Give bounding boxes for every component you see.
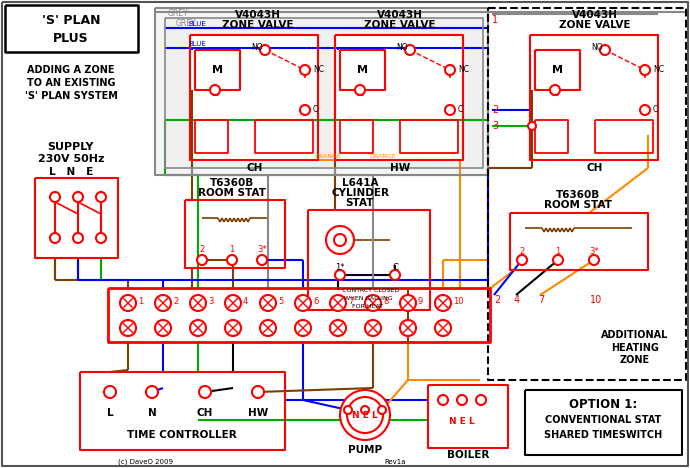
Text: 2: 2 xyxy=(173,298,178,307)
Circle shape xyxy=(445,105,455,115)
Text: ZONE VALVE: ZONE VALVE xyxy=(364,20,436,30)
Text: ZONE: ZONE xyxy=(620,355,650,365)
Text: L: L xyxy=(107,408,113,418)
Circle shape xyxy=(96,233,106,243)
Text: M: M xyxy=(212,65,223,75)
Text: C: C xyxy=(653,105,658,115)
Text: ROOM STAT: ROOM STAT xyxy=(544,200,612,210)
Text: BLUE: BLUE xyxy=(188,21,206,27)
Circle shape xyxy=(326,226,354,254)
Text: M: M xyxy=(552,65,563,75)
Circle shape xyxy=(400,295,416,311)
Text: 'S' PLAN: 'S' PLAN xyxy=(42,14,100,27)
Circle shape xyxy=(260,45,270,55)
Circle shape xyxy=(553,255,563,265)
Text: 8: 8 xyxy=(383,298,388,307)
Circle shape xyxy=(435,295,451,311)
Text: GREY: GREY xyxy=(168,9,188,19)
Polygon shape xyxy=(525,390,682,455)
Circle shape xyxy=(340,390,390,440)
Text: 6: 6 xyxy=(313,298,318,307)
Circle shape xyxy=(640,105,650,115)
Text: CYLINDER: CYLINDER xyxy=(331,188,389,198)
Circle shape xyxy=(146,386,158,398)
Circle shape xyxy=(355,85,365,95)
Text: N E L: N E L xyxy=(352,410,378,419)
Text: PLUS: PLUS xyxy=(53,31,89,44)
Polygon shape xyxy=(510,213,648,270)
Polygon shape xyxy=(155,8,488,175)
Circle shape xyxy=(50,233,60,243)
Text: CH: CH xyxy=(197,408,213,418)
Text: T6360B: T6360B xyxy=(556,190,600,200)
Circle shape xyxy=(365,320,381,336)
Polygon shape xyxy=(308,210,430,310)
Polygon shape xyxy=(335,35,463,160)
Text: 1: 1 xyxy=(229,246,235,255)
Circle shape xyxy=(210,85,220,95)
Text: V4043H: V4043H xyxy=(572,10,618,20)
Circle shape xyxy=(252,386,264,398)
Text: 2: 2 xyxy=(494,295,500,305)
Text: STAT: STAT xyxy=(346,198,374,208)
Text: SHARED TIMESWITCH: SHARED TIMESWITCH xyxy=(544,430,662,440)
Text: 10: 10 xyxy=(453,298,464,307)
Polygon shape xyxy=(340,120,373,153)
Circle shape xyxy=(300,65,310,75)
Circle shape xyxy=(405,45,415,55)
Text: TIME CONTROLLER: TIME CONTROLLER xyxy=(127,430,237,440)
Text: 4: 4 xyxy=(243,298,248,307)
Text: GREY: GREY xyxy=(176,20,197,29)
Circle shape xyxy=(330,295,346,311)
Text: FOR HEAT: FOR HEAT xyxy=(353,305,384,309)
Circle shape xyxy=(73,233,83,243)
Text: ORANGE: ORANGE xyxy=(315,154,342,159)
Polygon shape xyxy=(185,200,285,268)
Polygon shape xyxy=(255,120,313,153)
Circle shape xyxy=(50,192,60,202)
Text: L   N   E: L N E xyxy=(49,167,93,177)
Text: 10: 10 xyxy=(590,295,602,305)
Text: 'S' PLAN SYSTEM: 'S' PLAN SYSTEM xyxy=(25,91,117,101)
Text: C: C xyxy=(392,263,398,272)
Circle shape xyxy=(390,270,400,280)
Polygon shape xyxy=(195,50,240,90)
Text: HW: HW xyxy=(248,408,268,418)
Text: 3*: 3* xyxy=(589,248,599,256)
Polygon shape xyxy=(5,5,138,52)
Text: BLUE: BLUE xyxy=(188,41,206,47)
Polygon shape xyxy=(340,50,385,90)
Circle shape xyxy=(445,65,455,75)
Text: C: C xyxy=(313,105,318,115)
Circle shape xyxy=(334,234,346,246)
Text: CH: CH xyxy=(247,163,263,173)
Polygon shape xyxy=(108,288,490,342)
Circle shape xyxy=(550,85,560,95)
Text: OPTION 1:: OPTION 1: xyxy=(569,398,637,411)
Circle shape xyxy=(120,320,136,336)
Text: NC: NC xyxy=(458,66,469,74)
Text: BOILER: BOILER xyxy=(447,450,489,460)
Text: PUMP: PUMP xyxy=(348,445,382,455)
Polygon shape xyxy=(535,50,580,90)
Circle shape xyxy=(96,192,106,202)
Circle shape xyxy=(199,386,211,398)
Text: CONVENTIONAL STAT: CONVENTIONAL STAT xyxy=(545,415,661,425)
Text: 3: 3 xyxy=(208,298,213,307)
Circle shape xyxy=(155,320,171,336)
Circle shape xyxy=(225,320,241,336)
Text: V4043H: V4043H xyxy=(235,10,281,20)
Circle shape xyxy=(476,395,486,405)
Text: 9: 9 xyxy=(418,298,423,307)
Text: 4: 4 xyxy=(514,295,520,305)
Circle shape xyxy=(197,255,207,265)
Circle shape xyxy=(435,320,451,336)
Circle shape xyxy=(257,255,267,265)
Circle shape xyxy=(120,295,136,311)
Circle shape xyxy=(457,395,467,405)
Polygon shape xyxy=(535,120,568,153)
Text: NO: NO xyxy=(251,43,263,51)
Text: NC: NC xyxy=(313,66,324,74)
Circle shape xyxy=(361,406,369,414)
